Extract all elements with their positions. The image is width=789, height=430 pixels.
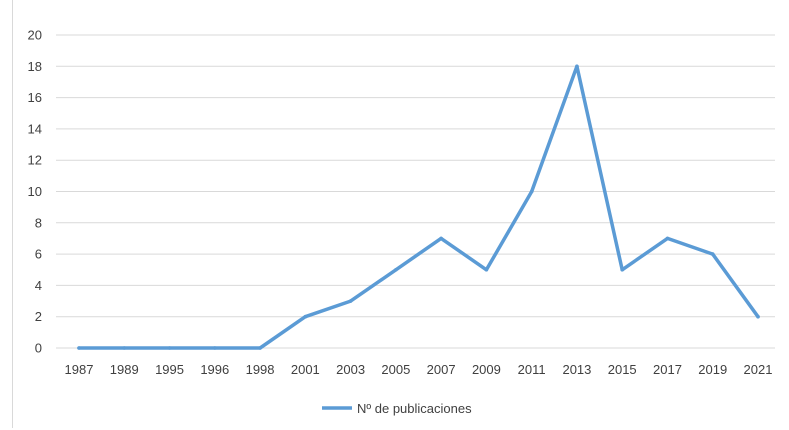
y-axis-tick-labels: 0 2 4 6 8 10 12 14 16 18 20 [28,28,42,356]
gridlines [56,34,775,349]
y-tick-label: 12 [28,153,42,168]
series-line-0 [77,64,760,350]
y-tick-label: 18 [28,59,42,74]
data-point [620,267,624,272]
x-tick-label: 2021 [744,362,773,377]
x-tick-label: 2003 [336,362,365,377]
x-tick-label: 1998 [246,362,275,377]
y-tick-label: 6 [35,247,42,262]
data-point [77,346,81,350]
x-tick-label: 2005 [381,362,410,377]
data-point [484,267,489,272]
x-tick-label: 2011 [518,362,546,377]
data-point [122,346,127,350]
data-point [303,314,308,319]
legend: Nº de publicaciones [322,401,472,416]
y-tick-label: 14 [28,121,42,136]
y-tick-label: 0 [35,341,42,356]
data-point [439,236,443,241]
chart-frame [12,0,782,428]
y-tick-label: 4 [35,278,42,293]
x-tick-label: 2001 [291,362,320,377]
y-tick-label: 10 [28,184,42,199]
x-tick-label: 1995 [155,362,184,377]
y-tick-label: 8 [35,215,42,230]
series-lines [77,64,760,350]
x-tick-label: 2015 [608,362,637,377]
x-tick-label: 1996 [200,362,229,377]
legend-label: Nº de publicaciones [357,401,472,416]
data-point [258,346,262,350]
x-tick-label: 2013 [562,362,591,377]
data-point [394,267,398,272]
data-point [529,189,534,194]
data-point [756,314,760,319]
x-tick-label: 2009 [472,362,501,377]
data-point [348,299,353,303]
data-point [710,252,715,256]
x-tick-label: 2019 [698,362,727,377]
x-axis-tick-labels: 1987 1989 1995 1996 1998 2001 2003 2005 2007 2009… [65,362,773,377]
y-tick-label: 16 [28,90,42,105]
data-point [213,346,217,350]
data-point [665,236,670,241]
data-point [167,346,172,350]
y-tick-label: 20 [28,28,42,43]
x-tick-label: 2017 [653,362,682,377]
data-point [575,64,579,69]
x-tick-label: 1989 [110,362,139,377]
x-tick-label: 1987 [65,362,94,377]
x-tick-label: 2007 [427,362,456,377]
y-tick-label: 2 [35,309,42,324]
